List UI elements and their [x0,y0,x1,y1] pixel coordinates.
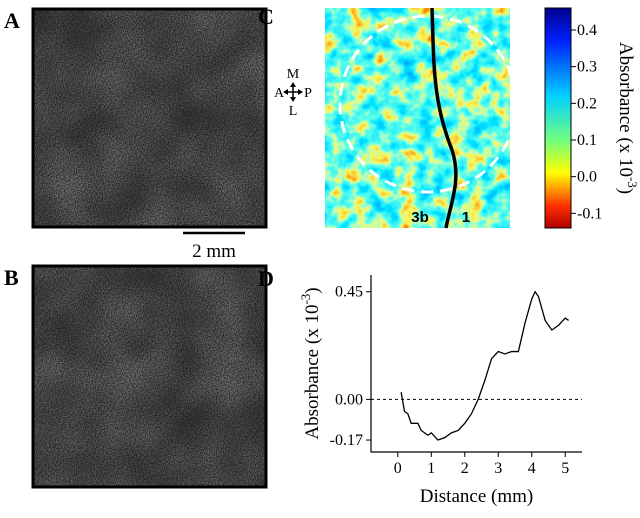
x-tick-label: 2 [461,460,469,477]
compass-label: M [287,67,300,82]
y-axis-label: Absorbance (x 10-3) [615,42,640,194]
image-a-texture [33,9,266,227]
y-axis-label-end: ) [615,188,636,194]
y-tick-label: 0.4 [577,22,597,39]
panel-label: C [258,4,274,29]
compass [283,82,303,102]
y-axis-label-end: ) [302,287,323,293]
x-tick-label: 4 [528,460,536,477]
data-line [400,290,569,441]
x-tick-label: 0 [394,460,402,477]
y-tick-label: -0.17 [330,432,363,449]
x-tick-label: 1 [427,460,435,477]
scale-bar-label: 2 mm [192,241,236,262]
y-tick-label: -0.1 [577,205,602,222]
axes [370,275,582,453]
y-axis-label-exponent: -3 [625,177,640,188]
compass-label: A [274,86,285,101]
heatmap-image [325,8,510,228]
panel-label: A [4,8,20,33]
y-axis-label-text: Absorbance (x 10 [302,305,323,440]
image-a-frame [31,7,268,229]
panel-label: D [258,266,274,291]
y-axis-label-exponent: -3 [298,294,313,305]
panel-label: B [4,265,19,290]
y-axis-label: Absorbance (x 10-3) [298,287,323,439]
x-tick-label: 3 [494,460,502,477]
y-tick-label: 0.2 [577,95,597,112]
x-tick-label: 5 [561,460,569,477]
compass-label: P [304,86,312,101]
y-tick-label: 0.3 [577,59,597,76]
x-axis-label: Distance (mm) [420,486,533,507]
y-tick-label: 0.1 [577,132,597,149]
border-line [430,7,458,229]
y-tick-label: 0.45 [335,284,363,301]
compass-label: L [289,104,298,119]
image-b-frame [31,264,268,489]
y-axis-label-text: Absorbance (x 10 [615,42,636,177]
region-label: 1 [462,209,470,226]
y-tick-label: 0.00 [335,391,363,408]
colorbar [544,7,572,229]
roi-circle [338,14,518,194]
y-tick-label: 0.0 [577,169,597,186]
region-label: 3b [411,209,429,226]
image-b-texture [33,266,266,487]
